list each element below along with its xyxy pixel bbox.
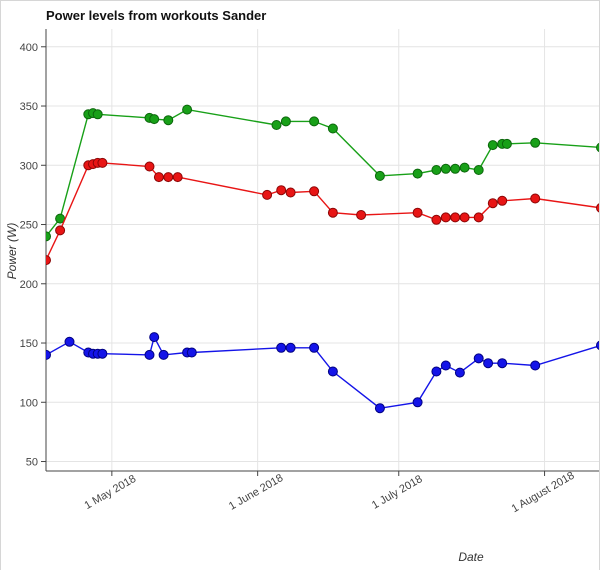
data-point-green[interactable] xyxy=(280,116,291,127)
data-point-blue[interactable] xyxy=(473,353,484,364)
series-line-green xyxy=(46,108,599,237)
y-tick-label: 150 xyxy=(20,338,38,350)
y-tick-label: 50 xyxy=(26,457,38,469)
data-point-blue[interactable] xyxy=(186,347,197,358)
y-axis-title: Power (W) xyxy=(5,222,19,280)
data-point-blue[interactable] xyxy=(431,366,442,377)
y-tick-label: 100 xyxy=(20,397,38,409)
data-point-green[interactable] xyxy=(42,231,51,242)
data-point-green[interactable] xyxy=(431,165,442,175)
data-point-blue[interactable] xyxy=(596,340,600,350)
x-axis-title: Date xyxy=(458,550,484,564)
data-point-red[interactable] xyxy=(440,212,451,223)
data-point-green[interactable] xyxy=(327,123,338,134)
data-point-red[interactable] xyxy=(459,212,470,223)
data-point-red[interactable] xyxy=(356,210,367,220)
data-point-green[interactable] xyxy=(271,120,282,130)
chart-title: Power levels from workouts Sander xyxy=(46,8,267,23)
x-tick-label: 1 August 2018 xyxy=(510,470,577,516)
x-tick-label: 1 May 2018 xyxy=(82,473,138,512)
data-point-green[interactable] xyxy=(374,170,385,181)
data-point-red[interactable] xyxy=(97,157,108,168)
y-tick-label: 200 xyxy=(20,279,38,291)
series-red xyxy=(42,157,600,266)
data-point-red[interactable] xyxy=(172,172,183,183)
data-point-red[interactable] xyxy=(530,193,541,204)
data-point-green[interactable] xyxy=(182,104,193,115)
data-point-red[interactable] xyxy=(596,203,600,213)
x-tick-label: 1 June 2018 xyxy=(227,472,285,513)
y-tick-label: 350 xyxy=(20,101,38,113)
data-point-blue[interactable] xyxy=(276,342,287,353)
data-point-blue[interactable] xyxy=(454,367,465,378)
data-point-blue[interactable] xyxy=(64,336,75,347)
data-point-blue[interactable] xyxy=(412,397,423,408)
data-point-red[interactable] xyxy=(153,172,164,183)
x-tick-label: 1 July 2018 xyxy=(370,473,425,512)
data-point-red[interactable] xyxy=(285,187,296,198)
data-point-blue[interactable] xyxy=(440,360,451,371)
data-point-blue[interactable] xyxy=(144,349,155,360)
data-point-red[interactable] xyxy=(163,172,174,183)
y-tick-label: 250 xyxy=(20,220,38,232)
data-point-green[interactable] xyxy=(596,142,600,153)
data-point-red[interactable] xyxy=(262,189,273,200)
data-point-red[interactable] xyxy=(55,225,66,236)
data-point-red[interactable] xyxy=(327,207,338,218)
data-point-green[interactable] xyxy=(459,162,470,173)
data-point-red[interactable] xyxy=(450,212,461,223)
series-line-blue xyxy=(46,335,599,409)
data-point-blue[interactable] xyxy=(149,332,160,343)
data-point-green[interactable] xyxy=(92,109,103,120)
data-point-green[interactable] xyxy=(487,140,498,151)
data-point-green[interactable] xyxy=(530,137,541,148)
data-point-red[interactable] xyxy=(497,195,508,206)
data-point-blue[interactable] xyxy=(285,342,296,353)
data-point-green[interactable] xyxy=(309,116,320,127)
series-blue xyxy=(42,332,600,414)
data-point-green[interactable] xyxy=(163,115,174,126)
data-point-red[interactable] xyxy=(309,186,320,197)
data-point-blue[interactable] xyxy=(42,349,51,360)
data-point-green[interactable] xyxy=(501,138,512,149)
data-point-blue[interactable] xyxy=(497,358,508,369)
data-point-red[interactable] xyxy=(487,198,498,209)
series-line-red xyxy=(46,162,599,261)
data-point-blue[interactable] xyxy=(97,348,108,359)
data-point-red[interactable] xyxy=(276,185,287,196)
data-point-green[interactable] xyxy=(440,163,451,174)
data-point-blue[interactable] xyxy=(530,360,541,371)
data-point-red[interactable] xyxy=(431,214,442,225)
y-tick-label: 400 xyxy=(20,42,38,54)
data-point-red[interactable] xyxy=(144,161,155,172)
data-point-blue[interactable] xyxy=(327,366,338,377)
data-point-blue[interactable] xyxy=(158,349,169,360)
data-point-blue[interactable] xyxy=(374,403,385,414)
data-point-blue[interactable] xyxy=(483,358,494,369)
data-point-blue[interactable] xyxy=(309,342,320,353)
series-green xyxy=(42,104,600,242)
data-point-green[interactable] xyxy=(149,114,160,125)
data-point-red[interactable] xyxy=(42,255,51,266)
data-point-red[interactable] xyxy=(473,212,484,223)
y-tick-label: 300 xyxy=(20,160,38,172)
data-point-green[interactable] xyxy=(450,163,461,174)
data-point-red[interactable] xyxy=(412,207,423,218)
data-point-green[interactable] xyxy=(473,165,484,175)
data-point-green[interactable] xyxy=(412,168,423,179)
